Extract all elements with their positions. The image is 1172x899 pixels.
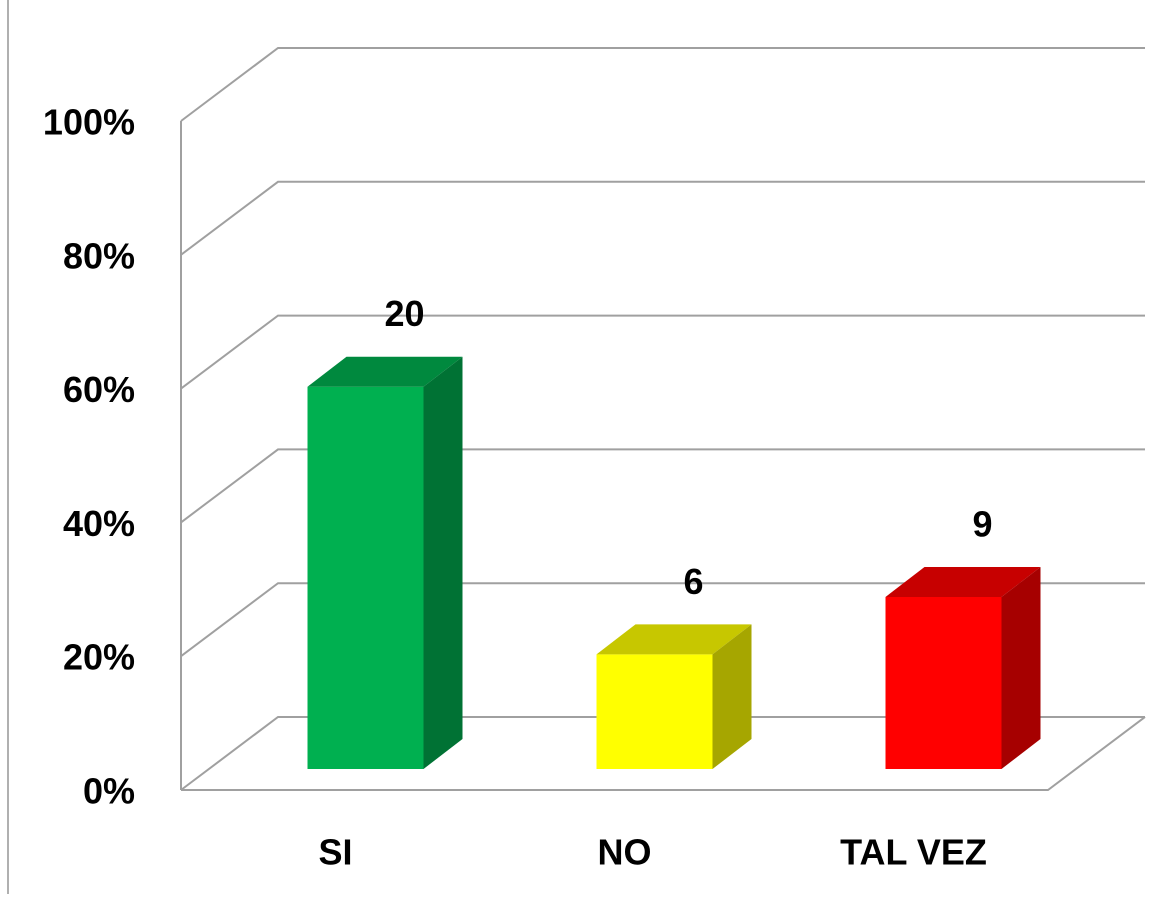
y-tick-label: 0%: [83, 771, 135, 812]
grid-line: [180, 180, 1145, 256]
y-tick-label: 80%: [63, 235, 135, 276]
bar-top: [885, 567, 1041, 598]
data-label: 6: [683, 561, 703, 602]
grid-line: [180, 582, 1145, 657]
y-tick-label: 100%: [43, 102, 135, 143]
bar: [596, 654, 713, 769]
bar: [307, 386, 424, 769]
bar-side: [712, 624, 752, 769]
bar-side: [423, 356, 463, 769]
data-label: 20: [384, 293, 424, 334]
bar: [885, 597, 1002, 769]
x-tick-label: NO: [598, 832, 652, 873]
y-tick-label: 60%: [63, 369, 135, 410]
x-tick-label: SI: [318, 832, 352, 873]
bar-top: [307, 356, 463, 387]
y-tick-label: 40%: [63, 503, 135, 544]
grid-line: [180, 716, 1145, 791]
grid-line: [180, 448, 1145, 524]
bar-side: [1001, 567, 1041, 769]
grid-line: [180, 47, 1145, 122]
y-tick-label: 20%: [63, 637, 135, 678]
bar-top: [596, 624, 752, 655]
floor: [181, 716, 1146, 791]
x-tick-label: TAL VEZ: [840, 832, 987, 873]
data-label: 9: [972, 504, 992, 545]
grid-line: [180, 314, 1145, 390]
